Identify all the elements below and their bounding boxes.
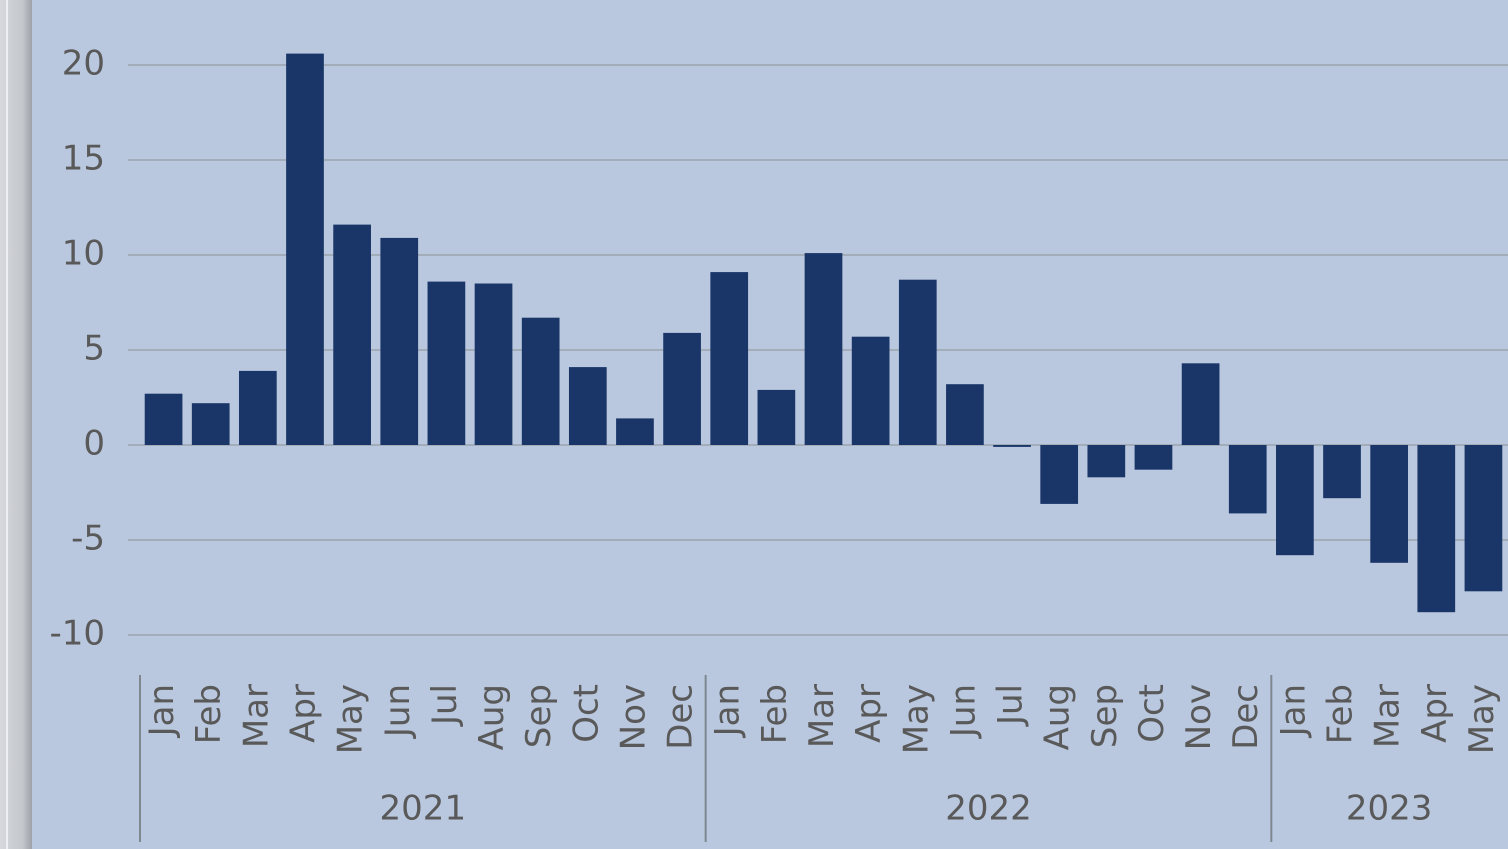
bar (757, 389, 796, 445)
x-tick-label: Apr (283, 684, 323, 743)
group-label: 2022 (945, 789, 1032, 829)
bar (993, 445, 1031, 447)
bar (946, 384, 984, 445)
y-tick-label: 0 (83, 424, 105, 464)
x-tick-label: Apr (849, 684, 889, 743)
x-tick-label: Jul (425, 684, 465, 727)
x-tick-label: Jun (378, 684, 418, 739)
x-tick-label: Oct (1132, 684, 1172, 743)
x-tick-label: Sep (519, 684, 559, 748)
bar (1323, 445, 1361, 499)
bar (144, 393, 183, 445)
x-tick-label: Mar (802, 684, 842, 748)
bar (1181, 363, 1220, 445)
y-tick-label: 5 (83, 329, 105, 369)
x-tick-label: Dec (661, 684, 701, 750)
group-label: 2021 (380, 789, 467, 829)
bar (804, 253, 843, 445)
y-tick-label: 20 (62, 44, 105, 84)
x-tick-label: Jan (1273, 684, 1313, 738)
x-tick-label: Nov (613, 684, 653, 750)
x-tick-label: Jan (142, 684, 182, 738)
bar (1134, 445, 1173, 470)
y-tick-label: -10 (49, 614, 105, 654)
bar (1040, 445, 1079, 504)
x-tick-label: Jan (708, 684, 748, 738)
bar (427, 281, 466, 445)
x-tick-label: Sep (1085, 684, 1125, 748)
y-tick-label: -5 (71, 519, 105, 559)
bar (898, 279, 937, 445)
y-tick-label: 15 (62, 139, 105, 179)
bar (568, 367, 607, 445)
bar (1464, 445, 1503, 592)
x-tick-label: May (896, 684, 936, 754)
x-tick-label: Feb (755, 684, 795, 744)
x-tick-label: Mar (236, 684, 276, 748)
bar (1228, 445, 1267, 514)
x-tick-label: Feb (189, 684, 229, 744)
bar (1276, 445, 1314, 556)
bar (663, 332, 701, 445)
bar (616, 418, 654, 445)
y-tick-label: 10 (62, 234, 105, 274)
x-tick-label: Jun (943, 684, 983, 739)
x-tick-label: May (1462, 684, 1502, 754)
x-tick-label: Aug (1038, 684, 1078, 750)
bar (333, 224, 371, 445)
bar (851, 336, 890, 445)
x-tick-label: Mar (1368, 684, 1408, 748)
bar (474, 283, 513, 445)
x-tick-label: Feb (1321, 684, 1361, 744)
bar (1087, 445, 1126, 478)
x-tick-label: Jul (991, 684, 1031, 727)
bar (521, 317, 560, 445)
bar (380, 237, 419, 445)
bar (286, 53, 324, 445)
group-label: 2023 (1346, 789, 1433, 829)
bar (710, 272, 749, 445)
x-tick-label: Dec (1226, 684, 1266, 750)
side-frame (0, 0, 32, 849)
x-tick-label: Aug (472, 684, 512, 750)
x-tick-label: May (331, 684, 371, 754)
x-tick-label: Oct (566, 684, 606, 743)
bar (191, 403, 230, 445)
x-tick-label: Nov (1179, 684, 1219, 750)
x-tick-label: Apr (1415, 684, 1455, 743)
bar (238, 370, 277, 445)
bar (1417, 445, 1456, 613)
bar (1370, 445, 1409, 563)
